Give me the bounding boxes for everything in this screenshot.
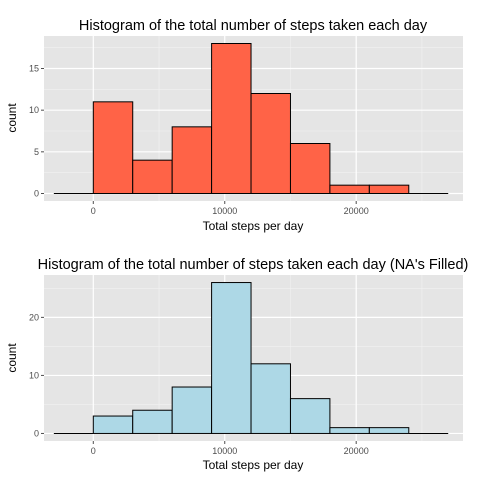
chart-1-bars — [53, 43, 449, 195]
y-tick-label: 10 — [29, 370, 39, 380]
histogram-bar — [250, 93, 291, 194]
histogram-bar — [92, 415, 134, 434]
y-tick-label: 0 — [34, 428, 39, 438]
chart-2-y-axis-title: count — [5, 343, 19, 373]
histogram-bar — [132, 159, 173, 195]
histogram-bar — [211, 43, 252, 194]
histogram-bar — [92, 101, 134, 194]
histogram-bar — [329, 427, 370, 434]
histogram-bar — [171, 386, 213, 434]
histogram-bar — [132, 409, 173, 434]
histogram-bar — [329, 184, 370, 195]
chart-1-x-axis: 0 10000 20000 — [91, 201, 369, 216]
chart-1-x-axis-title: Total steps per day — [203, 219, 304, 233]
x-tick-label: 10000 — [212, 206, 237, 216]
chart-1-y-axis-title: count — [5, 103, 19, 133]
chart-1-title: Histogram of the total number of steps t… — [79, 18, 428, 34]
chart-2-title: Histogram of the total number of steps t… — [38, 257, 469, 273]
histogram-bar — [171, 126, 213, 194]
histogram-bar — [289, 143, 331, 194]
histogram-bar — [368, 427, 410, 434]
histogram-bar — [250, 363, 291, 434]
chart-2-bars — [53, 282, 449, 434]
histogram-bar — [368, 184, 410, 195]
x-tick-label: 20000 — [344, 206, 369, 216]
chart-2-y-axis: 0 10 20 — [29, 312, 44, 438]
x-tick-label: 0 — [91, 446, 96, 456]
y-tick-label: 15 — [29, 64, 39, 74]
y-tick-label: 0 — [34, 189, 39, 199]
x-tick-label: 10000 — [212, 446, 237, 456]
histogram-chart-1: Histogram of the total number of steps t… — [5, 18, 463, 233]
histogram-chart-2: Histogram of the total number of steps t… — [5, 257, 468, 472]
y-tick-label: 20 — [29, 312, 39, 322]
histogram-bar — [211, 282, 252, 434]
histogram-bar — [289, 398, 331, 434]
y-tick-label: 10 — [29, 105, 39, 115]
chart-2-x-axis: 0 10000 20000 — [91, 441, 369, 456]
chart-2-x-axis-title: Total steps per day — [203, 458, 304, 472]
x-tick-label: 0 — [91, 206, 96, 216]
y-tick-label: 5 — [34, 147, 39, 157]
x-tick-label: 20000 — [344, 446, 369, 456]
chart-1-y-axis: 0 5 10 15 — [29, 64, 44, 199]
